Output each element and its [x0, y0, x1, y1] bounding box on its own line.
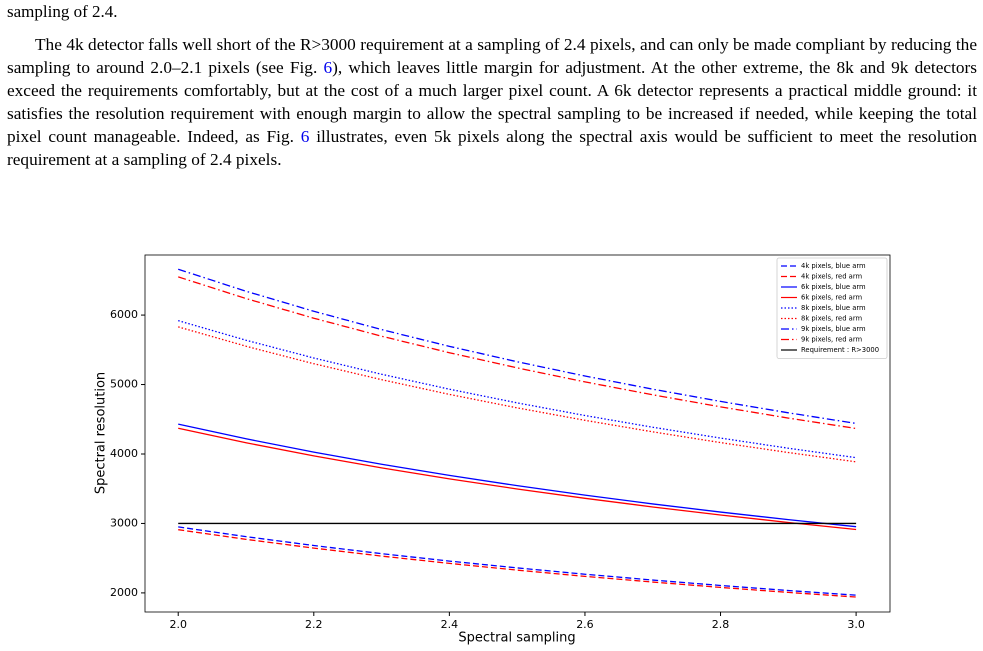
- legend-label: 6k pixels, blue arm: [801, 283, 866, 291]
- legend-label: 9k pixels, blue arm: [801, 325, 866, 333]
- legend-label: 6k pixels, red arm: [801, 294, 863, 302]
- y-tick-label: 5000: [110, 378, 138, 391]
- paragraph: The 4k detector falls well short of the …: [7, 33, 977, 171]
- plot-area: [144, 254, 891, 613]
- legend-label: 4k pixels, blue arm: [801, 262, 866, 270]
- series-line: [178, 276, 857, 430]
- x-tick-label: 2.0: [169, 618, 187, 631]
- x-tick-label: 3.0: [847, 618, 865, 631]
- series-line: [178, 529, 857, 598]
- text: ), which leaves little margin for adjust…: [7, 58, 977, 146]
- y-tick-label: 2000: [110, 586, 138, 599]
- x-tick-label: 2.6: [576, 618, 594, 631]
- y-axis-label: Spectral resolution: [94, 372, 109, 494]
- text-line: sampling of 2.4.: [7, 2, 118, 21]
- x-tick-label: 2.8: [712, 618, 730, 631]
- figure-link[interactable]: 6: [323, 58, 333, 77]
- series-line: [178, 268, 857, 425]
- y-tick-label: 6000: [110, 308, 138, 321]
- legend-label: 4k pixels, red arm: [801, 273, 863, 281]
- series-line: [178, 326, 857, 463]
- x-axis-label: Spectral sampling: [458, 631, 575, 646]
- series-line: [178, 423, 857, 528]
- text: The 4k detector falls well short of the …: [7, 35, 977, 77]
- legend-label: 8k pixels, red arm: [801, 315, 863, 323]
- x-tick-label: 2.4: [441, 618, 459, 631]
- series-line: [178, 427, 857, 531]
- series-line: [178, 320, 857, 459]
- y-tick-label: 3000: [110, 516, 138, 529]
- legend-label: 9k pixels, red arm: [801, 336, 863, 344]
- chart: Spectral sampling Spectral resolution 2.…: [94, 254, 891, 646]
- legend-box: [776, 257, 888, 359]
- x-tick-label: 2.2: [305, 618, 323, 631]
- legend-label: Requirement : R>3000: [801, 346, 879, 354]
- legend: 4k pixels, blue arm 4k pixels, red arm 6k …: [776, 257, 888, 359]
- y-tick-label: 4000: [110, 447, 138, 460]
- series-line: [178, 526, 857, 596]
- figure-link[interactable]: 6: [300, 127, 310, 146]
- text: illustrates, even 5k pixels along the sp…: [7, 127, 978, 169]
- legend-label: 8k pixels, blue arm: [801, 304, 866, 312]
